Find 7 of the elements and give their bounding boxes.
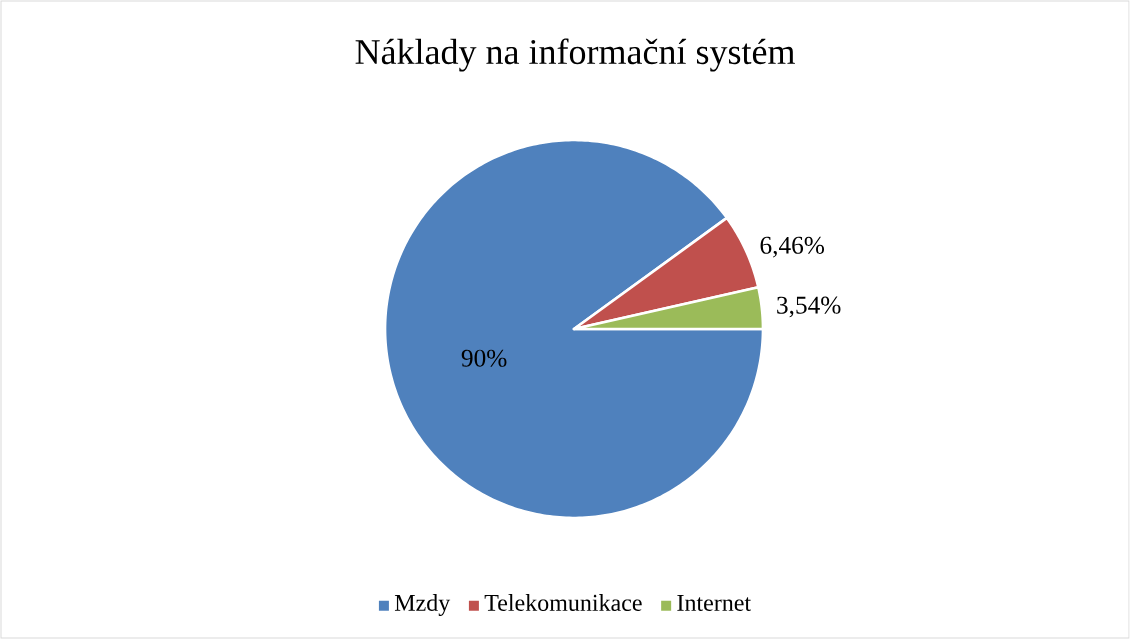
data-label: 3,54% — [777, 296, 841, 318]
chart-title: Náklady na informační systém — [355, 38, 795, 72]
data-label: 6,46% — [760, 236, 825, 258]
data-label: 90% — [461, 349, 507, 367]
legend-label: Telekomunikace — [484, 594, 642, 611]
legend-label: Mzdy — [394, 594, 451, 616]
legend-label: Internet — [677, 595, 751, 611]
